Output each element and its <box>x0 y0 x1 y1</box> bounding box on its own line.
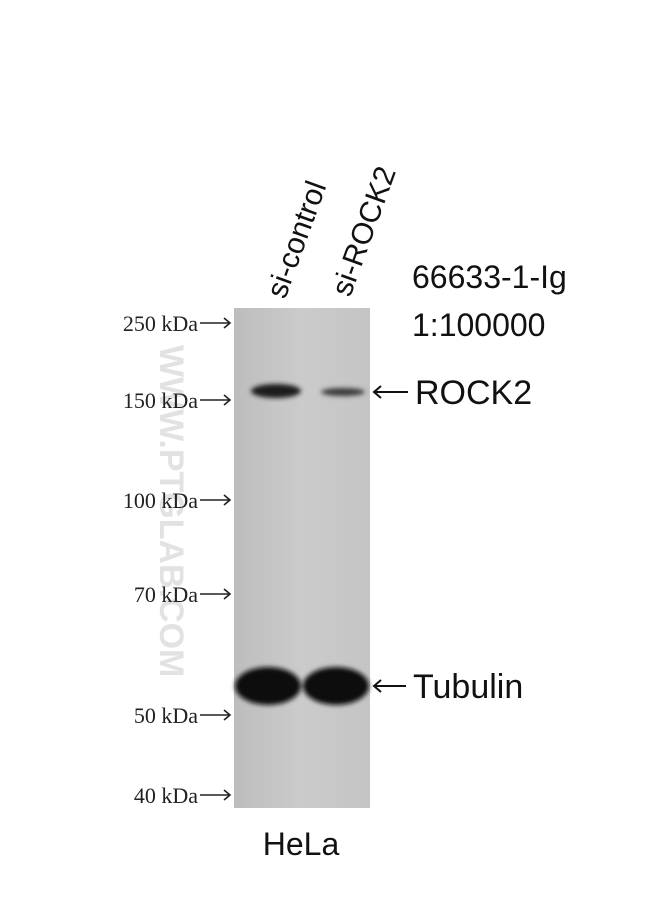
marker-label: 70 kDa <box>134 582 198 607</box>
marker-label: 40 kDa <box>134 783 198 808</box>
band-arrow <box>372 679 406 693</box>
marker-label: 150 kDa <box>123 388 198 413</box>
band <box>235 667 301 705</box>
markers: 250 kDa 150 kDa 100 kDa 70 kDa 50 kDa 40… <box>123 311 232 808</box>
antibody-dilution: 1:100000 <box>412 307 545 343</box>
band-label: Tubulin <box>413 668 523 706</box>
band <box>303 667 369 705</box>
band-label: ROCK2 <box>415 374 532 412</box>
lane-label: si-ROCK2 <box>326 162 403 300</box>
marker-label: 250 kDa <box>123 311 198 336</box>
marker-label: 100 kDa <box>123 488 198 513</box>
watermark: WWW.PTGLAB.COM <box>152 345 190 677</box>
antibody-catalog: 66633-1-Ig <box>412 259 567 295</box>
band <box>321 388 365 396</box>
band <box>251 384 301 398</box>
sample-label: HeLa <box>263 826 340 862</box>
marker-label: 50 kDa <box>134 703 198 728</box>
blot <box>234 308 370 808</box>
bands <box>235 384 369 705</box>
band-arrow <box>372 385 408 399</box>
lane-label: si-control <box>261 177 334 303</box>
